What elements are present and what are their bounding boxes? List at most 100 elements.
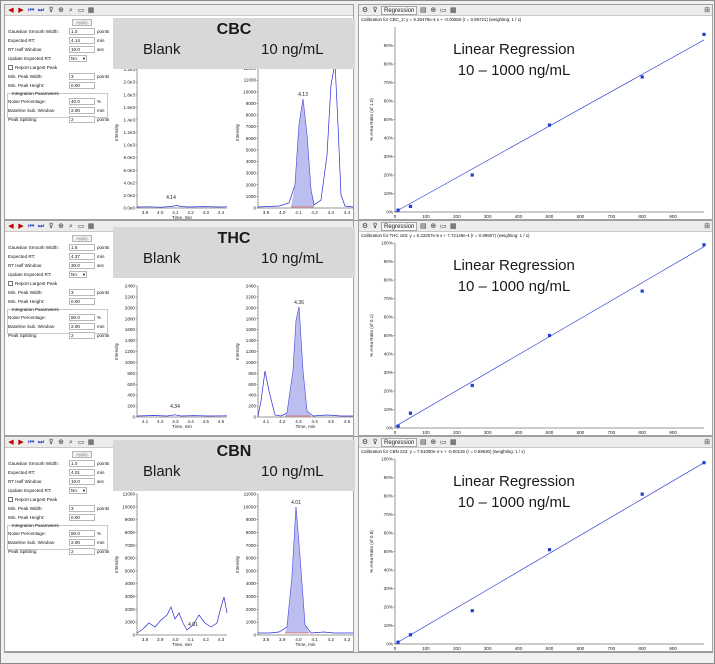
save-icon[interactable]: ▦ bbox=[450, 6, 457, 14]
update-select[interactable]: No ▼ bbox=[69, 271, 87, 278]
save-icon[interactable]: ▦ bbox=[87, 222, 95, 230]
regression-tab[interactable]: Regression bbox=[381, 5, 418, 15]
noise-input[interactable]: 40.0 bbox=[69, 98, 95, 105]
update-select[interactable]: No ▼ bbox=[69, 487, 87, 494]
zoom-icon[interactable]: ⊕ bbox=[58, 6, 64, 14]
regression-tab[interactable]: Regression bbox=[381, 437, 418, 447]
first-icon[interactable]: ⏮ bbox=[27, 222, 35, 230]
y-tick-label: 11000 bbox=[244, 492, 257, 497]
apply-button[interactable]: Apply bbox=[72, 451, 92, 458]
update-value: No bbox=[71, 488, 77, 493]
exp-rt-input[interactable]: 4.14 bbox=[69, 37, 95, 44]
calibration-point bbox=[702, 243, 706, 247]
splitting-input[interactable]: 2 bbox=[69, 332, 95, 339]
save-icon[interactable]: ▦ bbox=[87, 438, 95, 446]
min-height-input[interactable]: 0.00 bbox=[69, 298, 95, 305]
zoom-icon[interactable]: ⊕ bbox=[58, 222, 64, 230]
splitting-input[interactable]: 2 bbox=[69, 548, 95, 555]
print-icon[interactable]: ▤ bbox=[420, 438, 427, 446]
noise-input[interactable]: 80.0 bbox=[69, 530, 95, 537]
baseline-input[interactable]: 2.00 bbox=[69, 107, 95, 114]
settings-icon[interactable]: ⚙ bbox=[361, 6, 369, 14]
update-select[interactable]: No ▼ bbox=[69, 55, 87, 62]
min-width-input[interactable]: 3 bbox=[69, 505, 95, 512]
prev-red-icon[interactable]: ◀ bbox=[8, 222, 14, 230]
filter-icon[interactable]: ⊽ bbox=[372, 222, 378, 230]
prev-red-icon[interactable]: ◀ bbox=[8, 6, 14, 14]
regression-tab[interactable]: Regression bbox=[381, 221, 418, 231]
save-icon[interactable]: ▦ bbox=[450, 222, 457, 230]
window-icon[interactable]: ▭ bbox=[77, 222, 85, 230]
min-height-input[interactable]: 0.00 bbox=[69, 82, 95, 89]
filter-icon[interactable]: ⊽ bbox=[48, 222, 54, 230]
int-params-label: Integration Parameters bbox=[12, 523, 59, 528]
noise-label: Noise Percentage: bbox=[8, 531, 46, 536]
baseline-input[interactable]: 2.00 bbox=[69, 539, 95, 546]
pin-icon[interactable]: ⊞ bbox=[704, 223, 710, 230]
y-tick-label: 2000 bbox=[125, 305, 136, 310]
calibration-point bbox=[408, 204, 413, 209]
x-axis-label: Time, min bbox=[296, 642, 316, 647]
print-icon[interactable]: ▤ bbox=[420, 222, 427, 230]
noise-input[interactable]: 80.0 bbox=[69, 314, 95, 321]
rt-half-input[interactable]: 10.0 bbox=[69, 46, 95, 53]
thc-row: ◀ ▶ ⏮ ⏭ ⊽ ⊕ ⌕ ▭ ▦ Apply Gaussian Smooth … bbox=[4, 220, 713, 437]
baseline-input[interactable]: 2.00 bbox=[69, 323, 95, 330]
zoom-icon[interactable]: ⊕ bbox=[430, 438, 437, 446]
settings-icon[interactable]: ⚙ bbox=[361, 222, 369, 230]
x-tick-label: 400 bbox=[515, 214, 523, 219]
last-icon[interactable]: ⏭ bbox=[37, 222, 45, 230]
min-width-input[interactable]: 3 bbox=[69, 73, 95, 80]
apply-button[interactable]: Apply bbox=[72, 235, 92, 242]
search-icon[interactable]: ⌕ bbox=[69, 222, 73, 230]
zoom-icon[interactable]: ⊕ bbox=[430, 222, 437, 230]
window-icon[interactable]: ▭ bbox=[77, 6, 85, 14]
search-icon[interactable]: ⌕ bbox=[69, 6, 73, 14]
exp-rt-input[interactable]: 4.37 bbox=[69, 253, 95, 260]
next-red-icon[interactable]: ▶ bbox=[18, 222, 24, 230]
first-icon[interactable]: ⏮ bbox=[27, 438, 35, 446]
zoom-icon[interactable]: ⊕ bbox=[430, 6, 437, 14]
search-icon[interactable]: ⌕ bbox=[69, 438, 73, 446]
prev-red-icon[interactable]: ◀ bbox=[8, 438, 14, 446]
pin-icon[interactable]: ⊞ bbox=[704, 7, 710, 14]
min-width-input[interactable]: 3 bbox=[69, 289, 95, 296]
zoom-icon[interactable]: ⊕ bbox=[58, 438, 64, 446]
apply-button[interactable]: Apply bbox=[72, 19, 92, 26]
window-icon[interactable]: ▭ bbox=[440, 438, 447, 446]
filter-icon[interactable]: ⊽ bbox=[372, 6, 378, 14]
report-checkbox[interactable] bbox=[8, 281, 13, 286]
x-tick-label: 700 bbox=[607, 646, 615, 651]
gauss-input[interactable]: 1.5 bbox=[69, 244, 95, 251]
filter-icon[interactable]: ⊽ bbox=[48, 6, 54, 14]
y-tick-label: 3000 bbox=[125, 594, 136, 599]
report-checkbox[interactable] bbox=[8, 497, 13, 502]
pin-icon[interactable]: ⊞ bbox=[704, 439, 710, 446]
y-axis-label: % Area Ratio (of 0.1) bbox=[369, 314, 374, 357]
min-height-input[interactable]: 0.00 bbox=[69, 514, 95, 521]
exp-rt-input[interactable]: 4.01 bbox=[69, 469, 95, 476]
min-height-label: Min. Peak Height: bbox=[8, 83, 45, 88]
save-icon[interactable]: ▦ bbox=[87, 6, 95, 14]
last-icon[interactable]: ⏭ bbox=[37, 438, 45, 446]
filter-icon[interactable]: ⊽ bbox=[372, 438, 378, 446]
first-icon[interactable]: ⏮ bbox=[27, 6, 35, 14]
gauss-input[interactable]: 1.0 bbox=[69, 460, 95, 467]
window-icon[interactable]: ▭ bbox=[77, 438, 85, 446]
filter-icon[interactable]: ⊽ bbox=[48, 438, 54, 446]
report-checkbox[interactable] bbox=[8, 65, 13, 70]
next-red-icon[interactable]: ▶ bbox=[18, 438, 24, 446]
splitting-input[interactable]: 2 bbox=[69, 116, 95, 123]
print-icon[interactable]: ▤ bbox=[420, 6, 427, 14]
window-icon[interactable]: ▭ bbox=[440, 222, 447, 230]
rt-half-input[interactable]: 30.0 bbox=[69, 262, 95, 269]
last-icon[interactable]: ⏭ bbox=[37, 6, 45, 14]
gauss-input[interactable]: 1.0 bbox=[69, 28, 95, 35]
window-icon[interactable]: ▭ bbox=[440, 6, 447, 14]
save-icon[interactable]: ▦ bbox=[450, 438, 457, 446]
rt-half-input[interactable]: 10.0 bbox=[69, 478, 95, 485]
y-tick-label: 0 bbox=[132, 415, 135, 420]
update-value: No bbox=[71, 272, 77, 277]
next-red-icon[interactable]: ▶ bbox=[18, 6, 24, 14]
settings-icon[interactable]: ⚙ bbox=[361, 438, 369, 446]
